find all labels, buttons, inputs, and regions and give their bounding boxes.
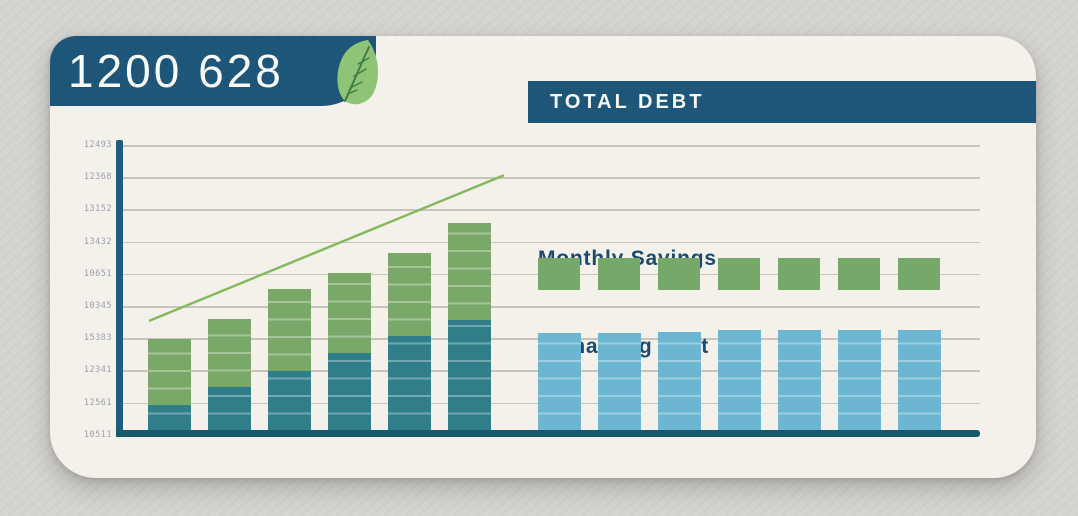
y-axis-tick-label: 10651 — [83, 268, 112, 279]
gridline — [122, 241, 980, 244]
savings-square — [778, 257, 820, 290]
y-axis-tick-label: 10345 — [83, 301, 112, 311]
gridline — [122, 306, 980, 308]
remaining-debt-bar — [598, 333, 641, 430]
bar-segment-remaining-debt — [328, 353, 371, 430]
remaining-debt-bar — [538, 333, 581, 430]
bar-segment-remaining-debt — [448, 320, 491, 430]
bar-segment-monthly-savings — [208, 319, 251, 388]
savings-square — [538, 257, 580, 290]
y-axis-tick-label: 13152 — [83, 204, 112, 215]
total-debt-banner: TOTAL DEBT — [528, 81, 1036, 123]
y-axis-spine — [116, 140, 123, 437]
bar-segment-monthly-savings — [268, 289, 311, 372]
remaining-debt-bar — [838, 330, 881, 430]
x-axis-baseline — [116, 430, 980, 437]
remaining-debt-bar — [658, 331, 701, 430]
savings-square — [598, 257, 640, 290]
header-number-badge: 1200 628 — [50, 36, 376, 106]
y-axis-tick-label: 12368 — [83, 172, 112, 183]
banner-title: TOTAL DEBT — [550, 90, 705, 113]
y-axis-tick-label: 12341 — [83, 365, 112, 376]
y-axis-tick-label: 10511 — [83, 429, 112, 440]
bar-segment-remaining-debt — [208, 387, 251, 430]
y-axis-tick-label: 15383 — [83, 333, 112, 344]
chart-area: 12493 12368 13152 13432 10651 10345 15383 12341… — [50, 36, 1036, 478]
savings-square — [718, 257, 760, 290]
savings-square — [898, 257, 940, 290]
leaf-icon — [332, 38, 382, 110]
gridline — [122, 145, 980, 147]
y-axis-tick-label: 12493 — [83, 140, 112, 150]
y-axis-tick-label: 13432 — [83, 236, 112, 247]
bar-segment-monthly-savings — [388, 252, 431, 336]
bar-segment-remaining-debt — [388, 335, 431, 430]
remaining-debt-bar — [898, 330, 941, 430]
bar-segment-remaining-debt — [268, 371, 311, 430]
y-axis-tick-label: 12561 — [83, 397, 112, 408]
savings-square — [838, 257, 880, 290]
remaining-debt-bar — [778, 330, 821, 430]
gridline — [122, 177, 980, 179]
bar-segment-remaining-debt — [148, 404, 191, 430]
savings-square — [658, 257, 700, 290]
badge-number: 1200 628 — [68, 45, 284, 97]
bar-segment-monthly-savings — [328, 273, 371, 354]
remaining-debt-bar — [718, 330, 761, 430]
bar-segment-monthly-savings — [448, 223, 491, 321]
bar-segment-monthly-savings — [148, 338, 191, 405]
gridline — [122, 209, 980, 211]
infographic-card: 12493 12368 13152 13432 10651 10345 15383 12341… — [50, 36, 1036, 478]
